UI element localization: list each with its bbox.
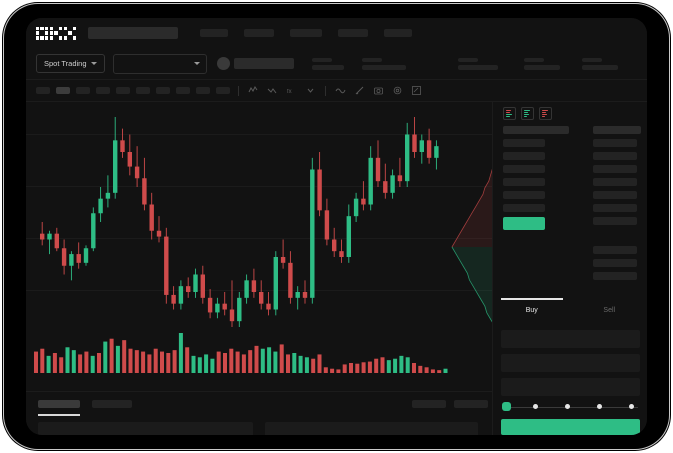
orders-list-right[interactable] [265, 422, 478, 435]
candlestick-series [40, 117, 439, 327]
app-screen: Spot Trading [26, 18, 647, 435]
bottom-tab-underline [38, 414, 80, 416]
chevron-down-icon [90, 62, 97, 65]
camera-icon[interactable] [372, 84, 385, 97]
spot-trading-label: Spot Trading [44, 59, 87, 68]
orderbook-row-3[interactable] [593, 165, 637, 173]
order-field-amount[interactable] [501, 354, 640, 372]
slider-stop-2[interactable] [565, 404, 570, 409]
nav-item-trade[interactable] [200, 29, 228, 37]
orderbook-highlight-row[interactable] [503, 217, 545, 230]
orderbook-row-2[interactable] [593, 152, 637, 160]
timeframe-2[interactable] [56, 87, 70, 94]
chevron-down-icon[interactable] [304, 84, 317, 97]
orderbook-row-6[interactable] [593, 204, 637, 212]
settings-gear-icon[interactable] [391, 84, 404, 97]
order-field-2[interactable] [503, 152, 545, 160]
orders-panel [26, 391, 492, 435]
slider-stop-4[interactable] [629, 404, 634, 409]
orderbook-header [593, 126, 641, 134]
indicators-icon[interactable]: fx [285, 84, 298, 97]
timeframe-6[interactable] [136, 87, 150, 94]
volume-histogram [34, 333, 448, 373]
timeframe-7[interactable] [156, 87, 170, 94]
order-form-header [503, 126, 569, 134]
depth-toggle-asks-icon[interactable] [539, 107, 552, 120]
buy-sell-tabs: Buy Sell [493, 298, 647, 322]
order-field-5[interactable] [503, 191, 545, 199]
orderbook-row-5[interactable] [593, 191, 637, 199]
orderbook-row-10[interactable] [593, 272, 637, 280]
timeframe-9[interactable] [196, 87, 210, 94]
spot-trading-selector[interactable]: Spot Trading [36, 54, 105, 73]
slider-track [507, 406, 638, 408]
svg-text:fx: fx [287, 89, 292, 95]
orderbook-row-7[interactable] [593, 217, 637, 225]
orderbook-row-8[interactable] [593, 246, 637, 254]
timeframe-5[interactable] [116, 87, 130, 94]
pair-name-label [233, 58, 294, 69]
orderbook-row-4[interactable] [593, 178, 637, 186]
order-field-4[interactable] [503, 178, 545, 186]
bottom-tab-order-history[interactable] [92, 400, 132, 408]
order-field-price[interactable] [501, 330, 640, 348]
nav-item-earn[interactable] [290, 29, 322, 37]
tab-buy[interactable]: Buy [493, 298, 571, 322]
bottom-tab-open-orders[interactable] [38, 400, 80, 408]
toolbar-divider [325, 85, 326, 96]
device-frame: Spot Trading [4, 4, 669, 449]
order-field-3[interactable] [503, 165, 545, 173]
candlestick-chart-icon[interactable] [247, 84, 260, 97]
bottom-action-1[interactable] [412, 400, 446, 408]
timeframe-10[interactable] [216, 87, 230, 94]
depth-view-toggles [503, 107, 552, 120]
stat-high-24h [457, 57, 498, 70]
wave-chart-icon[interactable] [334, 84, 347, 97]
slider-stop-1[interactable] [533, 404, 538, 409]
order-field-total[interactable] [501, 378, 640, 396]
fullscreen-icon[interactable] [410, 84, 423, 97]
stat-change-24h [361, 57, 406, 70]
order-book-panel: Buy Sell [492, 102, 647, 435]
depth-chart-overlay [451, 168, 492, 323]
toolbar-divider [238, 85, 239, 96]
pair-stats-bar: Spot Trading [26, 48, 647, 80]
price-chart[interactable] [26, 102, 492, 391]
amount-percent-slider[interactable] [503, 403, 638, 411]
nav-item-assets[interactable] [338, 29, 368, 37]
orderbook-row-1[interactable] [593, 139, 637, 147]
orders-list-left[interactable] [38, 422, 253, 435]
chevron-down-icon [193, 62, 200, 65]
timeframe-8[interactable] [176, 87, 190, 94]
order-book-right-column [593, 126, 641, 285]
depth-toggle-bids-icon[interactable] [521, 107, 534, 120]
bottom-action-2[interactable] [454, 400, 488, 408]
tab-sell[interactable]: Sell [603, 306, 616, 314]
depth-toggle-both-icon[interactable] [503, 107, 516, 120]
trading-pair-select[interactable] [112, 53, 207, 74]
order-field-1[interactable] [503, 139, 545, 147]
slider-stop-3[interactable] [597, 404, 602, 409]
line-chart-icon[interactable] [266, 84, 279, 97]
place-buy-order-button[interactable] [501, 419, 640, 435]
pair-coin-avatar [216, 57, 230, 70]
stat-last-price [311, 57, 344, 70]
orderbook-row-9[interactable] [593, 259, 637, 267]
okx-logo[interactable] [36, 26, 76, 40]
slider-stop-0[interactable] [503, 403, 510, 410]
timeframe-3[interactable] [76, 87, 90, 94]
chart-toolbar: fx [26, 80, 647, 102]
order-field-6[interactable] [503, 204, 545, 212]
nav-item-markets[interactable] [244, 29, 274, 37]
stat-low-24h [523, 57, 560, 70]
timeframe-4[interactable] [96, 87, 110, 94]
stat-volume-24h [581, 57, 618, 70]
search-input[interactable] [88, 27, 178, 39]
nav-item-more[interactable] [384, 29, 412, 37]
top-header [26, 18, 647, 48]
order-form-left-column [503, 126, 569, 230]
drawing-tool-icon[interactable] [353, 84, 366, 97]
timeframe-1[interactable] [36, 87, 50, 94]
